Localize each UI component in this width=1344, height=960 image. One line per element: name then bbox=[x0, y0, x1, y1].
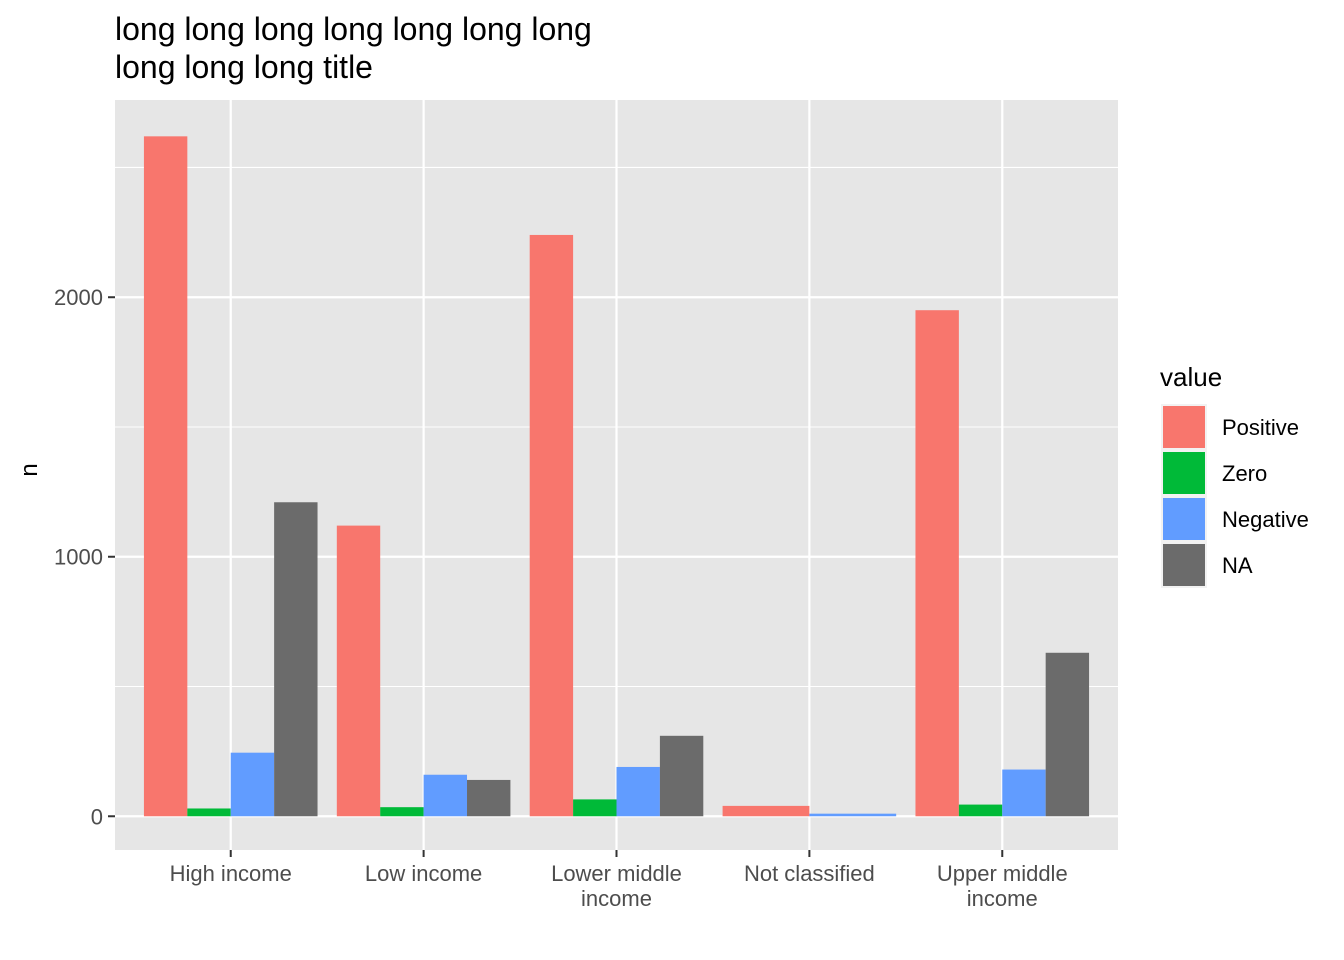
bar-positive bbox=[336, 525, 381, 817]
legend-title: value bbox=[1160, 362, 1222, 392]
legend-label: Negative bbox=[1222, 507, 1309, 532]
bar-negative bbox=[423, 774, 468, 817]
legend-key-zero bbox=[1163, 452, 1205, 494]
y-tick-label: 2000 bbox=[54, 285, 103, 310]
x-tick-label: High income bbox=[170, 861, 292, 886]
y-axis-title: n bbox=[16, 463, 43, 476]
bar-zero bbox=[380, 807, 424, 817]
bar-na bbox=[659, 735, 704, 817]
x-tick-label: Low income bbox=[365, 861, 482, 886]
legend-label: NA bbox=[1222, 553, 1253, 578]
x-tick-label: Not classified bbox=[744, 861, 875, 886]
bar-positive bbox=[722, 805, 810, 817]
bar-negative bbox=[616, 766, 660, 817]
bar-na bbox=[1045, 652, 1090, 817]
legend-key-na bbox=[1163, 544, 1205, 586]
x-tick-label: Upper middle income bbox=[937, 861, 1068, 911]
bar-negative bbox=[809, 813, 897, 817]
legend-key-positive bbox=[1163, 406, 1205, 448]
bar-negative bbox=[1002, 769, 1046, 817]
legend-label: Zero bbox=[1222, 461, 1267, 486]
bars bbox=[143, 136, 1090, 817]
y-tick-label: 0 bbox=[91, 804, 103, 829]
legend-label: Positive bbox=[1222, 415, 1299, 440]
x-tick-label: Lower middle income bbox=[551, 861, 682, 911]
bar-positive bbox=[915, 310, 959, 817]
bar-na bbox=[274, 502, 318, 817]
y-tick-label: 1000 bbox=[54, 545, 103, 570]
bar-negative bbox=[230, 752, 275, 817]
bar-zero bbox=[958, 804, 1003, 817]
bar-positive bbox=[143, 136, 188, 817]
bar-na bbox=[467, 779, 511, 817]
chart-title-line: long long long long long long long bbox=[115, 11, 592, 47]
x-axis: High income Low income Lower middle income N… bbox=[170, 850, 1068, 911]
bar-zero bbox=[187, 808, 231, 817]
chart-title-line: long long long title bbox=[115, 49, 373, 85]
bar-zero bbox=[573, 799, 617, 817]
bar-positive bbox=[529, 234, 574, 817]
legend-key-negative bbox=[1163, 498, 1205, 540]
y-axis: 0 1000 2000 bbox=[54, 285, 115, 829]
